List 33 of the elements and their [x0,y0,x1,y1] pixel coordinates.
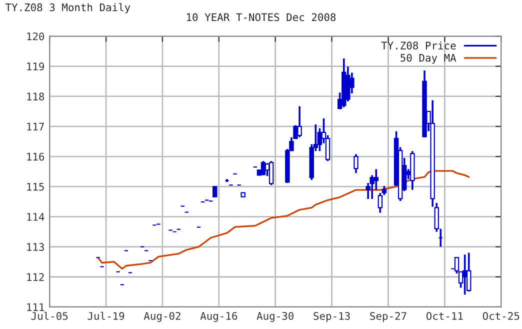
y-tick-label: 115 [27,183,44,191]
candlestick [268,160,274,186]
y-tick-label: 117 [27,122,44,130]
y-tick-label: 118 [27,92,44,100]
legend-label: 50 Day MA [400,54,456,64]
candlestick [466,252,472,293]
y-tick-label: 119 [27,62,44,70]
y-tick-label: 116 [27,152,44,161]
y-tick-label: 113 [27,243,44,251]
x-tick-label: Sep-13 [314,312,350,322]
candlestick [212,186,218,198]
candlestick [354,153,358,174]
line-series [97,170,470,270]
x-tick-label: Oct-11 [426,312,463,320]
x-tick-label: Aug-16 [200,312,238,322]
x-tick-label: Sep-27 [370,312,406,322]
candlestick [260,160,266,176]
y-tick-label: 112 [27,273,44,281]
chart-title: 10 YEAR T-NOTES Dec 2008 [187,13,336,22]
y-tick-label: 120 [27,32,44,40]
y-tick-label: 114 [27,213,44,221]
x-tick-label: Jul-19 [88,312,124,320]
legend-label: TY.Z08 Price [381,41,456,50]
x-tick-label: Oct-25 [482,312,520,320]
x-tick-label: Aug-02 [144,312,180,322]
candlestick [297,105,302,138]
x-tick-label: Aug-30 [256,312,294,322]
text: TY.Z08 3 Month Daily [5,3,130,14]
y-tick-label: 111 [27,303,44,311]
candlestick [374,168,379,191]
candlestick [382,185,387,196]
x-tick-label: Jul-05 [31,312,68,320]
candlestick [378,192,383,214]
